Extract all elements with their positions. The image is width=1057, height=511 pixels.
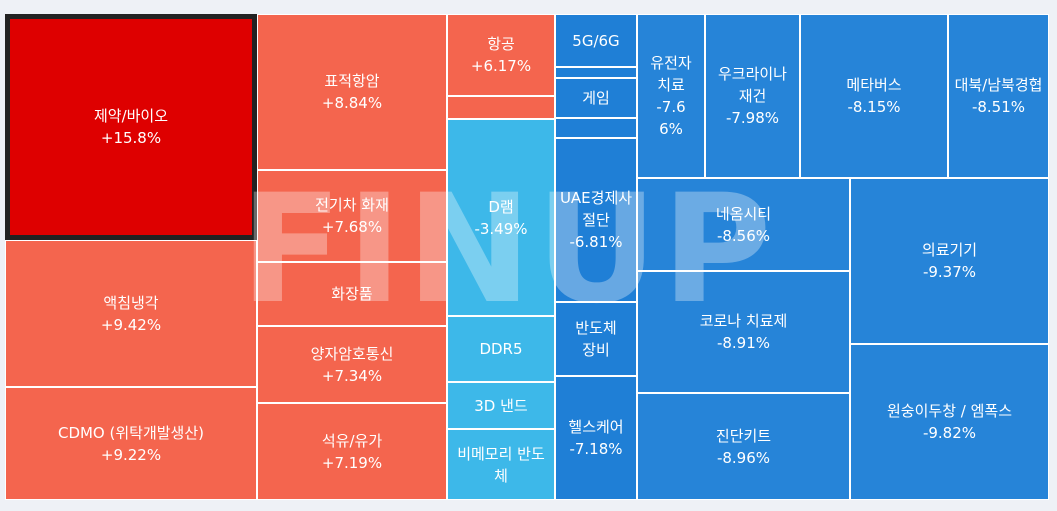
tile-name: 반도체 장비 <box>575 319 617 359</box>
treemap-tile[interactable]: 진단키트 -8.96% <box>637 393 850 500</box>
treemap-tile[interactable]: 메타버스 -8.15% <box>800 14 948 178</box>
treemap-tile[interactable]: 코로나 치료제 -8.91% <box>637 271 850 393</box>
treemap-tile[interactable]: 화장품 <box>257 262 447 326</box>
treemap-tile[interactable]: 전기차 화재 +7.68% <box>257 170 447 262</box>
tile-value: +8.84% <box>321 94 383 112</box>
treemap-tile[interactable]: 게임 <box>555 78 637 118</box>
treemap-tile[interactable]: 대북/남북경협 -8.51% <box>948 14 1049 178</box>
treemap-tile[interactable] <box>555 67 637 78</box>
treemap-tile[interactable]: CDMO (위탁개발생산) +9.22% <box>5 387 257 500</box>
tile-name: 게임 <box>582 89 610 107</box>
tile-value: -3.49% <box>474 219 528 238</box>
tile-name: DDR5 <box>479 340 523 358</box>
tile-value: -8.51% <box>971 98 1026 116</box>
treemap-tile[interactable]: 3D 낸드 <box>447 382 555 429</box>
treemap-tile[interactable]: 액침냉각 +9.42% <box>5 240 257 387</box>
treemap-tile[interactable]: DDR5 <box>447 316 555 382</box>
tile-name: 3D 낸드 <box>474 396 528 415</box>
tile-name: 제약/바이오 <box>93 107 169 125</box>
tile-value: -7.98% <box>725 109 780 127</box>
treemap-tile[interactable]: 석유/유가 +7.19% <box>257 403 447 500</box>
tile-name: 우크라이나 재건 <box>717 65 787 105</box>
treemap-tile[interactable]: 네옴시티 -8.56% <box>637 178 850 271</box>
treemap-tile[interactable]: 유전자 치료 -7.66% <box>637 14 705 178</box>
tile-name: 유전자 치료 <box>650 54 692 94</box>
tile-name: 액침냉각 <box>103 293 159 312</box>
tile-value: -7.66% <box>656 98 686 138</box>
tile-value: -6.81% <box>569 233 623 251</box>
tile-value: -8.91% <box>716 334 771 352</box>
treemap-tile[interactable]: 원숭이두창 / 엠폭스 -9.82% <box>850 344 1049 500</box>
treemap-tile[interactable]: 항공 +6.17% <box>447 14 555 96</box>
treemap-tile[interactable]: 우크라이나 재건 -7.98% <box>705 14 800 178</box>
tile-value: -8.56% <box>716 226 771 245</box>
tile-value: -9.37% <box>922 263 977 281</box>
tile-value: +7.34% <box>321 366 383 385</box>
treemap-tile[interactable]: 양자암호통신 +7.34% <box>257 326 447 403</box>
tile-value: -8.96% <box>716 448 771 467</box>
tile-name: 석유/유가 <box>321 431 383 450</box>
treemap-tile[interactable]: 5G/6G <box>555 14 637 67</box>
tile-value: +7.68% <box>321 218 383 236</box>
treemap-tile[interactable]: D램 -3.49% <box>447 119 555 316</box>
tile-name: 네옴시티 <box>715 204 772 223</box>
tile-name: 원숭이두창 / 엠폭스 <box>887 402 1012 420</box>
tile-name: 양자암호통신 <box>310 344 394 363</box>
tile-name: 대북/남북경협 <box>954 76 1043 94</box>
treemap-tile[interactable]: 반도체 장비 <box>555 302 637 376</box>
tile-name: 코로나 치료제 <box>699 312 788 330</box>
tile-name: 진단키트 <box>715 426 772 445</box>
tile-name: 5G/6G <box>572 31 620 50</box>
tile-name: UAE경제사절단 <box>559 189 633 229</box>
treemap-tile[interactable]: UAE경제사절단 -6.81% <box>555 138 637 302</box>
tile-value: +7.19% <box>321 453 383 472</box>
tile-value: -8.15% <box>847 98 901 116</box>
tile-name: D램 <box>488 197 514 216</box>
treemap-tile[interactable] <box>447 96 555 119</box>
treemap-tile[interactable]: 의료기기 -9.37% <box>850 178 1049 344</box>
treemap-tile[interactable]: 헬스케어 -7.18% <box>555 376 637 500</box>
tile-name: 전기차 화재 <box>315 196 389 214</box>
treemap-tile[interactable] <box>555 118 637 138</box>
tile-name: CDMO (위탁개발생산) <box>57 423 205 442</box>
tile-name: 표적항암 <box>324 72 380 90</box>
tile-name: 화장품 <box>331 285 373 303</box>
treemap-tile[interactable]: 비메모리 반도체 <box>447 429 555 500</box>
tile-value: -7.18% <box>569 440 623 458</box>
tile-value: +9.22% <box>100 445 162 464</box>
tile-value: +6.17% <box>470 57 532 75</box>
tile-name: 메타버스 <box>846 76 902 94</box>
treemap-tile[interactable]: 제약/바이오 +15.8% <box>5 14 257 240</box>
tile-name: 헬스케어 <box>568 418 624 436</box>
treemap-tile[interactable]: 표적항암 +8.84% <box>257 14 447 170</box>
tile-name: 항공 <box>487 35 515 53</box>
tile-value: +15.8% <box>100 129 162 147</box>
tile-value: +9.42% <box>100 315 162 334</box>
tile-value: -9.82% <box>922 424 977 442</box>
tile-name: 비메모리 반도체 <box>457 444 545 485</box>
tile-name: 의료기기 <box>921 241 978 259</box>
